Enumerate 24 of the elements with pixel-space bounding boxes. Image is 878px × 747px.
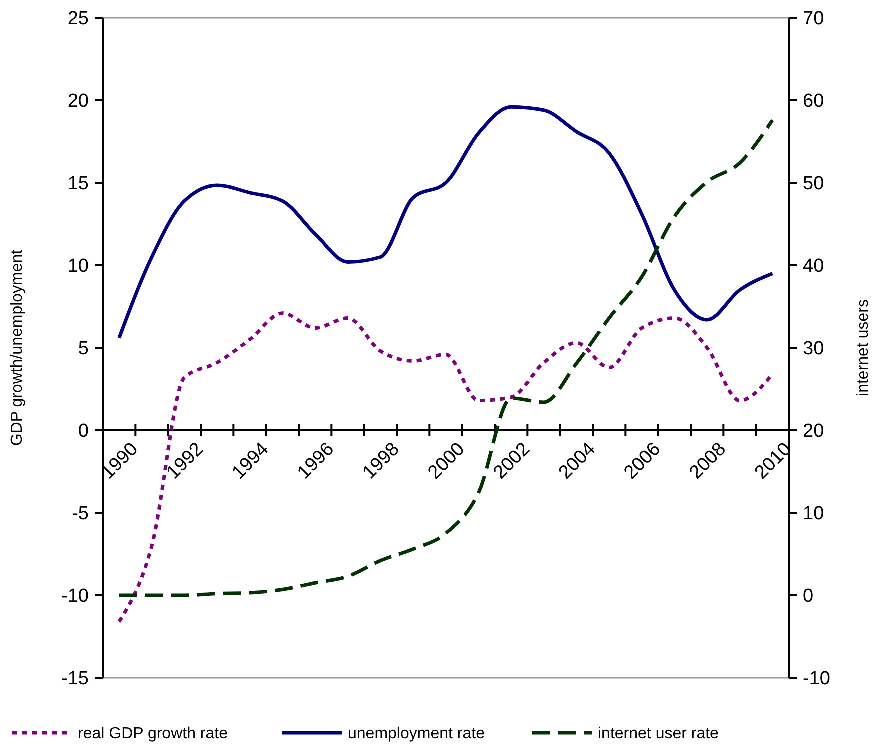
y2-tick-label: 10 (803, 504, 824, 525)
y-tick-label: 10 (68, 256, 89, 278)
y-tick-label: 20 (68, 91, 89, 112)
y-axis-title: GDP growth/unemployment (9, 249, 26, 446)
y-tick-label: 25 (68, 8, 89, 30)
y2-tick-label: 30 (803, 338, 824, 360)
y2-tick-label: 20 (803, 421, 824, 442)
y2-tick-label: 60 (803, 91, 824, 112)
y-tick-label: -5 (72, 504, 89, 525)
line-series (118, 105, 774, 340)
y-tick-label: 5 (78, 338, 89, 360)
y2-tick-label: 50 (803, 174, 824, 195)
y-tick-label: 0 (78, 421, 89, 442)
y-tick-label: -15 (62, 668, 89, 690)
legend-label: internet user rate (598, 726, 720, 743)
y-tick-label: -10 (62, 586, 89, 608)
y2-axis-title: internet users (855, 300, 872, 396)
y2-tick-label: -10 (803, 668, 830, 690)
y-tick-label: 15 (68, 174, 89, 195)
y2-tick-label: 40 (803, 256, 824, 278)
legend-label: unemployment rate (348, 726, 486, 743)
legend-label: real GDP growth rate (78, 726, 228, 743)
y2-tick-label: 70 (803, 8, 824, 30)
y2-tick-label: 0 (803, 586, 814, 608)
